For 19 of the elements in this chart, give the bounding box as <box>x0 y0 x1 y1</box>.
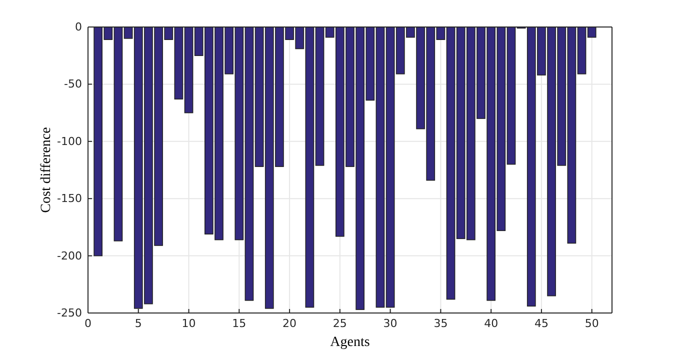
x-tick-label: 45 <box>534 316 548 330</box>
y-tick-label: -150 <box>57 192 82 206</box>
y-tick-label: 0 <box>75 20 82 34</box>
x-axis-title: Agents <box>330 335 370 350</box>
y-axis-title: Cost difference <box>39 127 54 213</box>
x-tick-label: 20 <box>282 316 297 330</box>
y-tick-label: -250 <box>57 306 82 320</box>
x-tick-label: 15 <box>232 316 246 330</box>
x-tick-label: 5 <box>134 316 142 330</box>
x-tick-label: 10 <box>182 316 196 330</box>
x-tick-label: 40 <box>484 316 498 330</box>
y-tick-label: -200 <box>57 249 82 262</box>
x-tick-label: 50 <box>584 316 599 330</box>
x-tick-label: 25 <box>332 316 347 330</box>
y-tick-label: -50 <box>64 78 82 91</box>
x-tick-label: 30 <box>383 316 398 330</box>
x-tick-label: 0 <box>84 316 92 330</box>
x-tick-label: 35 <box>434 316 448 330</box>
y-tick-label: -100 <box>57 134 82 148</box>
